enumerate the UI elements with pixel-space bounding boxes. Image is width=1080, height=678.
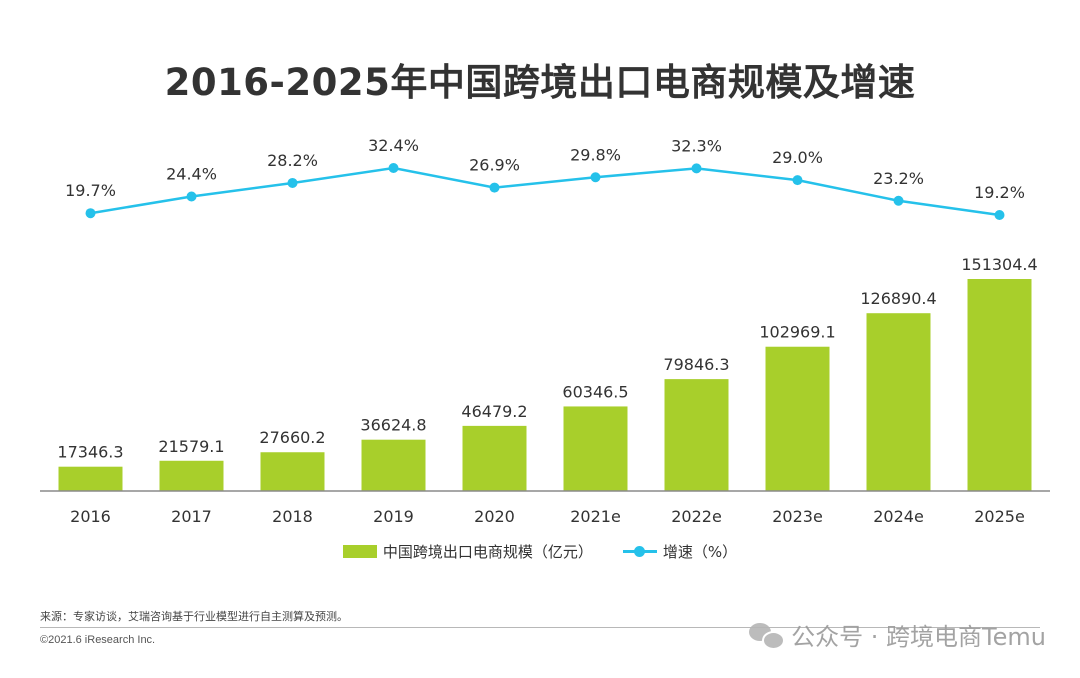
bar-value-label: 126890.4 — [860, 289, 936, 308]
legend: 中国跨境出口电商规模（亿元） 增速（%） — [0, 541, 1080, 562]
x-tick-label: 2024e — [873, 507, 924, 526]
x-tick-label: 2025e — [974, 507, 1025, 526]
legend-item-line[interactable]: 增速（%） — [622, 541, 738, 562]
x-tick-label: 2023e — [772, 507, 823, 526]
growth-value-label: 29.0% — [772, 148, 823, 167]
bar-value-label: 17346.3 — [57, 443, 123, 462]
footer-divider — [40, 627, 1040, 628]
growth-line — [90, 166, 1000, 217]
growth-point — [85, 208, 96, 219]
bar — [260, 452, 325, 491]
growth-line-layer: 19.7% 24.4% 28.2% 32.4% 26.9% 29.8% 32.3% 29.0%… — [65, 136, 1025, 220]
bar-value-label: 46479.2 — [461, 402, 527, 421]
growth-value-label: 24.4% — [166, 164, 217, 183]
bar-value-label: 79846.3 — [663, 355, 729, 374]
growth-value-label: 19.2% — [974, 183, 1025, 202]
growth-point — [489, 182, 500, 193]
source-note: 来源：专家访谈，艾瑞咨询基于行业模型进行自主测算及预测。 — [40, 610, 348, 623]
legend-line-swatch — [622, 545, 657, 558]
legend-line-label: 增速（%） — [662, 543, 738, 561]
bar-value-label: 27660.2 — [259, 428, 325, 447]
growth-point — [287, 177, 298, 188]
watermark: 公众号 · 跨境电商Temu — [749, 617, 1046, 652]
growth-point — [994, 210, 1005, 220]
x-tick-label: 2020 — [474, 507, 515, 526]
bar — [462, 425, 527, 491]
growth-value-label: 23.2% — [873, 169, 924, 188]
growth-value-label: 28.2% — [267, 151, 318, 170]
growth-value-label: 19.7% — [65, 181, 116, 200]
bar — [765, 346, 830, 491]
growth-value-label: 26.9% — [469, 156, 520, 175]
bar-layer: 17346.3 21579.1 27660.2 36624.8 46479.2 60346… — [57, 255, 1038, 491]
bar — [664, 379, 729, 491]
growth-point — [388, 163, 399, 173]
bar — [159, 460, 224, 491]
chart-title: 2016-2025年中国跨境出口电商规模及增速 — [164, 61, 916, 104]
bar-value-label: 151304.4 — [961, 255, 1037, 274]
x-tick-label: 2016 — [70, 507, 111, 526]
growth-point — [792, 175, 803, 186]
bar-value-label: 36624.8 — [360, 416, 426, 435]
x-tick-label: 2018 — [272, 507, 313, 526]
growth-value-label: 29.8% — [570, 145, 621, 164]
x-tick-label: 2019 — [373, 507, 414, 526]
x-tick-label: 2022e — [671, 507, 722, 526]
x-tick-labels: 2016 2017 2018 2019 2020 2021e 2022e 2023e 2024e… — [70, 507, 1025, 526]
legend-bar-label: 中国跨境出口电商规模（亿元） — [382, 543, 593, 561]
bar — [866, 313, 931, 491]
legend-bar-swatch — [342, 545, 377, 558]
bar — [967, 279, 1032, 491]
chart: 19.7% 24.4% 28.2% 32.4% 26.9% 29.8% 32.3% 29.0%… — [40, 136, 1050, 526]
bar — [58, 466, 123, 491]
growth-value-label: 32.3% — [671, 136, 722, 155]
copyright: ©2021.6 iResearch Inc. — [40, 634, 156, 646]
bar-value-label: 102969.1 — [759, 323, 835, 342]
legend-item-bar[interactable]: 中国跨境出口电商规模（亿元） — [342, 541, 593, 562]
watermark-text: 公众号 · 跨境电商Temu — [791, 623, 1046, 651]
growth-point — [893, 195, 904, 206]
bar-value-label: 21579.1 — [158, 437, 224, 456]
growth-point — [186, 191, 197, 202]
wechat-icon — [749, 621, 786, 650]
bar-value-label: 60346.5 — [562, 382, 628, 401]
bar — [563, 406, 628, 491]
x-tick-label: 2021e — [570, 507, 621, 526]
growth-point — [691, 163, 702, 174]
bar — [361, 439, 426, 491]
growth-value-label: 32.4% — [368, 136, 419, 155]
growth-point — [590, 172, 601, 183]
x-tick-label: 2017 — [171, 507, 212, 526]
